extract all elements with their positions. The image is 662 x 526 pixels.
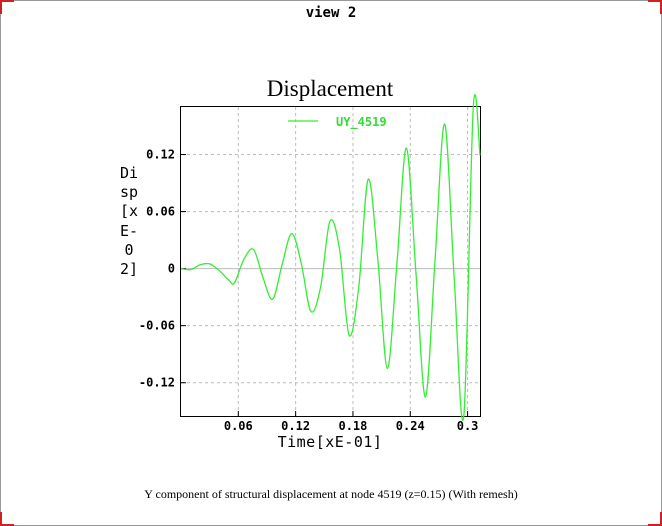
legend-entry-uy-4519: UY_4519 <box>336 115 387 129</box>
tick-layer: 0.12 0.06 0 -0.06 -0.12 0.06 0.12 0.18 0.24 0.3 <box>139 148 479 433</box>
y-tick-label: 0 <box>168 262 175 276</box>
series-line-uy-4519 <box>180 94 481 421</box>
series-layer <box>180 94 481 421</box>
y-tick-label: 0.12 <box>146 148 175 162</box>
figure-caption: Y component of structural displacement a… <box>144 487 518 501</box>
plot-border <box>180 106 481 417</box>
grid-layer <box>181 107 480 416</box>
view-title: view 2 <box>305 5 357 21</box>
x-tick-label: 0.24 <box>396 419 425 433</box>
chart-title: Displacement <box>266 76 394 101</box>
x-tick-label: 0.12 <box>281 419 310 433</box>
x-axis-label: Time[xE-01] <box>277 433 383 451</box>
y-tick-label: -0.06 <box>139 319 175 333</box>
y-tick-label: 0.06 <box>146 205 175 219</box>
y-axis-label: Disp[xE-02] <box>119 164 139 279</box>
x-tick-label: 0.3 <box>457 419 479 433</box>
x-tick-label: 0.06 <box>224 419 253 433</box>
y-tick-label: -0.12 <box>139 376 175 390</box>
x-tick-label: 0.18 <box>338 419 367 433</box>
